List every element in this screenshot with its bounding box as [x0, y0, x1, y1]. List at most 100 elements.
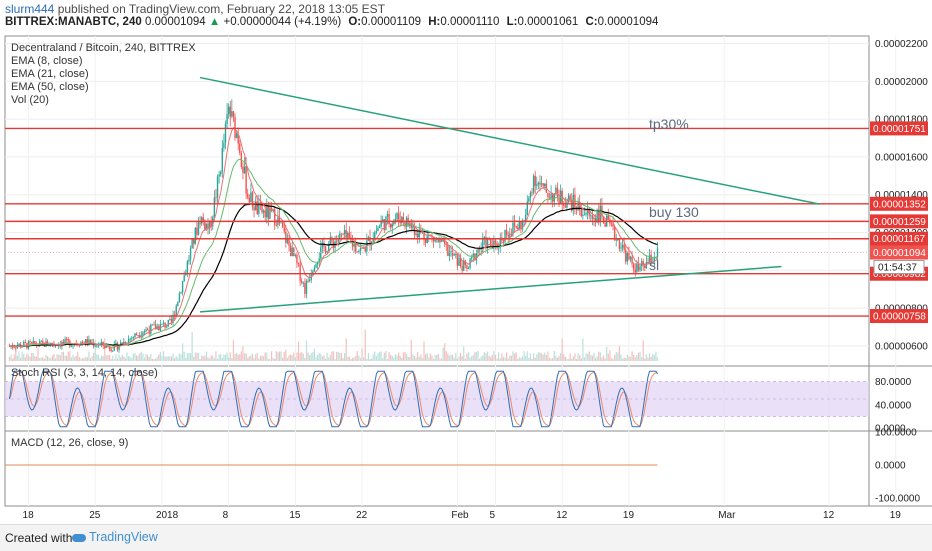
candle-body: [588, 210, 590, 216]
footer-bar: Created with TradingView: [0, 524, 932, 551]
candle-body: [242, 166, 244, 174]
candle-body: [423, 231, 425, 240]
trendline-lower[interactable]: [200, 265, 782, 313]
candle-body: [15, 347, 17, 349]
candle-body: [558, 197, 560, 205]
volume-bar: [529, 353, 532, 361]
volume-bar: [162, 351, 165, 361]
volume-bar: [121, 355, 123, 361]
legend-ema21[interactable]: EMA (21, close): [11, 68, 89, 80]
volume-bar: [539, 352, 541, 361]
candle-body: [434, 239, 436, 242]
volume-bar: [158, 354, 160, 361]
volume-bar: [332, 351, 335, 361]
candle-body: [112, 350, 114, 352]
volume-bar: [385, 351, 387, 361]
legend-ema8[interactable]: EMA (8, close): [11, 55, 83, 67]
trendline-upper[interactable]: [199, 76, 820, 205]
candle-body: [100, 341, 103, 345]
candle-body: [607, 215, 609, 220]
chart-canvas[interactable]: 0.00002200 0.00002000 0.00001800 0.00001600…: [0, 30, 932, 524]
volume-bar: [46, 356, 49, 361]
candle-body: [321, 242, 324, 248]
candle-body: [307, 280, 309, 282]
candle-body: [104, 346, 106, 348]
volume-bar: [77, 351, 79, 361]
volume-bar: [467, 352, 470, 361]
candle-body: [264, 210, 266, 218]
candle-body: [374, 232, 376, 240]
current-price-label: 0.00001094: [873, 248, 926, 259]
annotation-buy[interactable]: buy 130: [649, 204, 699, 220]
volume-bar: [553, 351, 555, 361]
candle-body: [394, 218, 397, 221]
volume-bar: [588, 351, 590, 361]
volume-bar: [42, 357, 44, 361]
volume-bar: [175, 356, 177, 361]
volume-bar: [266, 352, 268, 361]
author-link[interactable]: slurm444: [5, 2, 55, 16]
legend-stoch-rsi[interactable]: Stoch RSI (3, 3, 14, 14, close): [11, 367, 158, 379]
last-price: 0.00001094: [144, 16, 206, 28]
candle-body: [586, 210, 589, 214]
tradingview-logo[interactable]: TradingView: [72, 530, 158, 544]
candle-body: [656, 248, 659, 258]
volume-bar: [202, 356, 204, 361]
volume-bar: [264, 352, 266, 361]
candle-body: [507, 234, 509, 237]
volume-bar: [493, 351, 495, 361]
volume-bar: [299, 352, 301, 361]
candle-body: [631, 256, 633, 264]
volume-bar: [637, 352, 640, 361]
candle-body: [262, 210, 265, 213]
volume-bar: [526, 351, 528, 361]
legend-vol[interactable]: Vol (20): [11, 94, 49, 106]
legend-ema50[interactable]: EMA (50, close): [11, 81, 89, 93]
volume-bar: [309, 355, 311, 361]
volume-bar: [270, 351, 273, 361]
volume-bar: [161, 356, 163, 361]
volume-bar: [596, 356, 598, 361]
candle-body: [223, 142, 225, 148]
volume-bar: [348, 356, 350, 361]
volume-bar: [261, 355, 263, 361]
volume-bar: [396, 355, 398, 361]
volume-bar: [512, 351, 514, 361]
annotation-tp[interactable]: tp30%: [649, 116, 689, 132]
candle-body: [547, 192, 549, 198]
volume-bar: [274, 358, 276, 361]
volume-bar: [39, 357, 41, 361]
created-with-text: Created with: [5, 531, 73, 545]
volume-bar: [85, 356, 87, 361]
volume-bar: [459, 352, 462, 361]
price-tick-label: 0.00002200: [875, 39, 928, 50]
volume-bar: [196, 352, 198, 361]
volume-bar: [458, 356, 460, 361]
candle-body: [227, 106, 230, 115]
candle-body: [248, 197, 251, 203]
candle-body: [378, 226, 381, 228]
open-value: 0.00001109: [361, 16, 422, 28]
candle-body: [215, 197, 217, 199]
stoch-tick-label: 80.0000: [875, 377, 912, 388]
volume-bar: [29, 356, 31, 361]
volume-bar: [609, 350, 611, 361]
candle-body: [637, 263, 640, 271]
annotation-sl[interactable]: sl: [649, 257, 659, 273]
candle-body: [453, 254, 455, 256]
volume-bar: [374, 351, 376, 361]
candle-body: [283, 227, 285, 232]
high-value: 0.00001110: [440, 16, 500, 28]
volume-bar: [540, 353, 543, 361]
volume-bar: [437, 353, 439, 361]
volume-bar: [147, 354, 149, 361]
level-price-label: 0.00000982: [873, 269, 926, 280]
volume-bar: [118, 354, 120, 361]
volume-bar: [618, 346, 620, 361]
legend-macd[interactable]: MACD (12, 26, close, 9): [11, 437, 128, 449]
volume-bar: [159, 351, 161, 361]
cloud-icon: [72, 533, 86, 542]
candle-body: [167, 319, 170, 326]
candle-body: [72, 344, 74, 346]
volume-bar: [548, 357, 551, 361]
